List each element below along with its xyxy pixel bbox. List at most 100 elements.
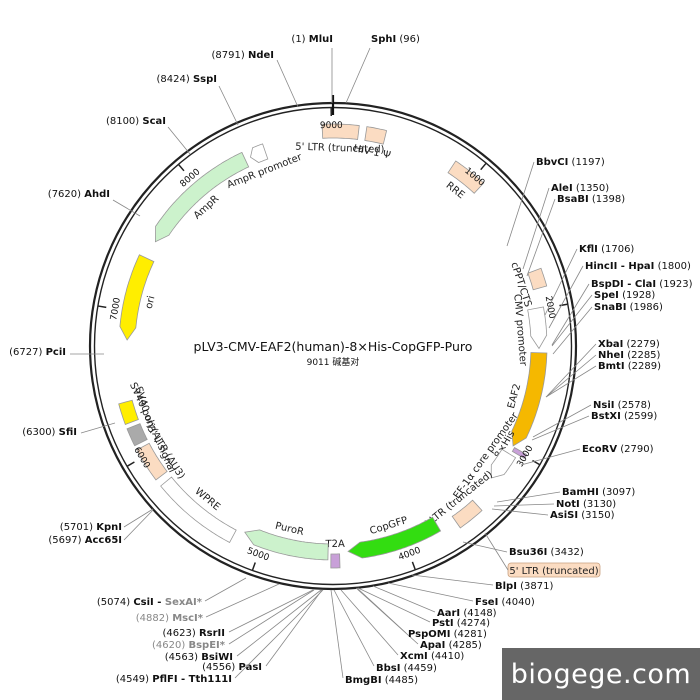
restriction-site-label: BbvCI (1197) (536, 157, 605, 168)
restriction-site-label: BmtI (2289) (598, 361, 661, 372)
restriction-site-label: (8791) NdeI (212, 50, 274, 61)
feature-label: 5' LTR (truncated) (295, 142, 385, 156)
tick-mark (178, 164, 185, 172)
site-leader-line (496, 491, 561, 503)
site-leader-line (522, 187, 550, 270)
restriction-site-label: NheI (2285) (598, 350, 661, 361)
tick-mark (251, 562, 256, 571)
restriction-site-label: BlpI (3871) (495, 581, 553, 592)
feature-copgfp (347, 516, 442, 559)
feature-hiv-1 (364, 126, 388, 145)
restriction-site-label: (5701) KpnI (60, 522, 122, 533)
restriction-site-label: PspOMI (4281) (408, 629, 487, 640)
site-leader-line (411, 574, 494, 586)
site-leader-line (491, 508, 549, 516)
site-leader-line (204, 577, 247, 602)
site-leader-line (520, 448, 581, 466)
restriction-site-label: (4623) RsrII (163, 628, 225, 639)
site-leader-line (228, 589, 315, 645)
restriction-site-label: (4549) PflFI - Tth111I (116, 674, 232, 685)
restriction-site-label: (7620) AhdI (48, 189, 110, 200)
restriction-site-label: (8424) SspI (157, 74, 218, 85)
feature-3-ltr-u3 (136, 442, 168, 481)
tick-mark (127, 461, 135, 467)
restriction-site-label: XcmI (4410) (400, 651, 464, 662)
site-leader-line (526, 198, 556, 277)
site-leader-line (265, 589, 323, 667)
site-leader-line (387, 582, 474, 602)
site-leader-line (167, 126, 191, 155)
site-leader-line (276, 59, 299, 108)
feature-t2a (330, 553, 341, 569)
restriction-site-label: BmgBI (4485) (345, 675, 418, 686)
restriction-site-label: NsiI (2578) (593, 400, 651, 411)
site-leader-line (205, 583, 280, 618)
feature-sv40-poly-a-signal (126, 423, 148, 447)
tick-label: 7000 (109, 297, 123, 322)
restriction-site-label: (4620) BspEI* (152, 640, 226, 651)
site-leader-line (356, 587, 407, 634)
site-leader-line (236, 589, 322, 657)
feature-label: SV40 ori (132, 385, 155, 428)
site-leader-line (546, 343, 597, 397)
plasmid-title: pLV3-CMV-EAF2(human)-8×His-CopGFP-Puro (194, 339, 473, 354)
restriction-site-label: (4556) PasI (202, 662, 262, 673)
site-leader-line (531, 415, 590, 441)
restriction-site-label: XbaI (2279) (598, 339, 660, 350)
site-leader-line (532, 404, 592, 438)
feature-ampr (154, 151, 250, 243)
restriction-site-label: NotI (3130) (556, 499, 616, 510)
restriction-site-label: SnaBI (1986) (594, 302, 663, 313)
site-leader-line (506, 161, 535, 247)
restriction-site-label: (4882) MscI* (136, 613, 204, 624)
tick-label: 9000 (320, 121, 343, 131)
site-leader-line (551, 283, 590, 346)
site-leader-line (551, 294, 593, 347)
site-leader-line (545, 354, 597, 398)
site-leader-line (228, 589, 314, 633)
tick-mark (98, 305, 107, 309)
site-leader-line (357, 587, 431, 623)
feature-5-ltr-truncated (451, 499, 483, 529)
feature-wpre (160, 476, 237, 544)
restriction-site-label: (6727) PciI (9, 347, 66, 358)
plasmid-size: 9011 碱基对 (307, 356, 360, 368)
site-leader-line (123, 509, 154, 541)
feature-cppt-cts (527, 267, 548, 291)
site-leader-line (462, 541, 508, 553)
site-leader-line (234, 589, 324, 679)
feature-label: T2A (324, 539, 345, 550)
restriction-site-label: BstXI (2599) (591, 411, 657, 422)
site-leader-line (552, 306, 593, 355)
ltr-callout: 5' LTR (truncated) (484, 532, 601, 578)
restriction-site-label: (5697) Acc65I (48, 535, 122, 546)
site-leader-line (372, 585, 436, 613)
restriction-site-label: FseI (4040) (475, 597, 535, 608)
restriction-site-label: (5074) CsiI - SexAI* (97, 597, 203, 608)
restriction-site-label: BsaBI (1398) (557, 194, 625, 205)
restriction-site-label: SphI (96) (371, 34, 420, 45)
site-leader-line (545, 365, 597, 398)
feature-ef-1-core-promoter (490, 448, 517, 479)
tick-label: 3000 (516, 444, 536, 469)
restriction-site-label: AleI (1350) (551, 183, 609, 194)
site-leader-line (218, 85, 239, 126)
restriction-site-label: PstI (4274) (432, 618, 490, 629)
restriction-site-label: AsiSI (3150) (550, 510, 615, 521)
site-leader-line (333, 589, 375, 667)
restriction-site-label: SpeI (1928) (594, 290, 655, 301)
feature-label: ori (144, 295, 158, 310)
site-leader-line (330, 589, 344, 679)
tick-mark (480, 163, 487, 171)
feature-5-ltr-truncated (321, 123, 360, 140)
site-leader-line (340, 589, 399, 656)
site-leader-line (123, 508, 154, 528)
tick-mark (411, 561, 416, 570)
feature-label: PuroR (274, 521, 305, 538)
restriction-site-label: BspDI - ClaI (1923) (591, 279, 693, 290)
site-leader-line (80, 422, 116, 434)
site-leader-line (493, 503, 555, 507)
restriction-site-label: (4563) BsiWI (165, 652, 233, 663)
feature-label: EAF2 (506, 383, 523, 410)
watermark-logo: biogege.com (502, 648, 700, 700)
